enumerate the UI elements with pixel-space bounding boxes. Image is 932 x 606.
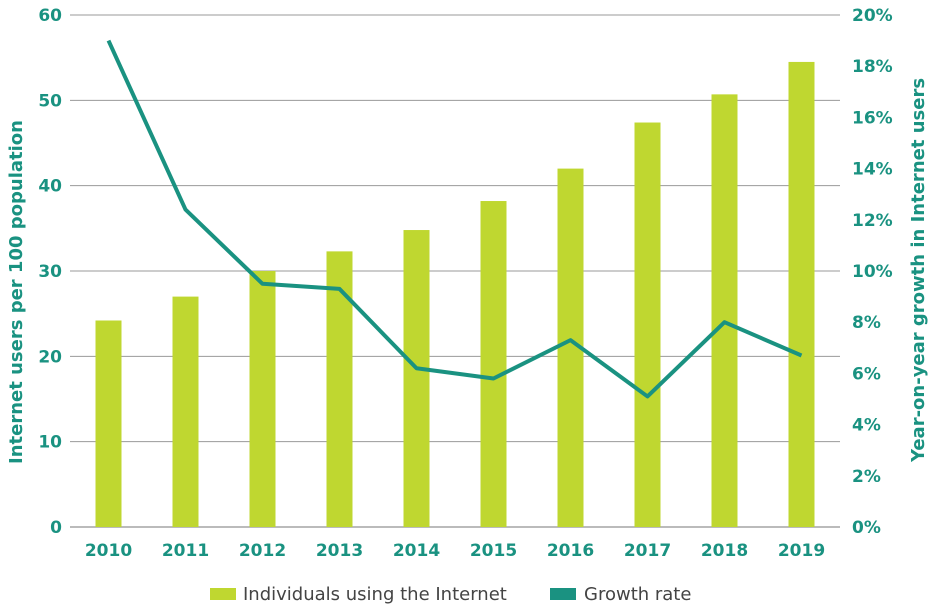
left-tick-label: 20 (38, 347, 62, 367)
right-tick-label: 14% (852, 160, 893, 180)
bar-series (95, 61, 815, 528)
x-tick-label: 2014 (393, 541, 440, 561)
x-tick-label: 2011 (162, 541, 209, 561)
left-tick-label: 0 (50, 518, 62, 538)
x-tick-label: 2013 (316, 541, 363, 561)
bar (711, 94, 738, 528)
x-axis-ticks: 2010 2011 2012 2013 2014 2015 2016 2017 2018 2019 (85, 541, 825, 561)
bar (249, 271, 276, 527)
right-tick-label: 6% (852, 364, 881, 384)
left-tick-label: 60 (38, 6, 62, 26)
bar (403, 230, 430, 528)
bar (326, 251, 353, 527)
right-tick-label: 16% (852, 108, 893, 128)
left-tick-label: 40 (38, 177, 62, 197)
x-tick-label: 2019 (778, 541, 825, 561)
right-axis-ticks: 0% 2% 4% 6% 8% 10% 12% 14% 16% 18% 20% (852, 6, 893, 538)
line-series (106, 39, 803, 399)
right-tick-label: 8% (852, 313, 881, 333)
x-tick-label: 2010 (85, 541, 132, 561)
legend-label-bars: Individuals using the Internet (243, 584, 507, 605)
right-tick-label: 20% (852, 6, 893, 26)
left-tick-label: 50 (38, 91, 62, 111)
right-axis-title: Year-on-year growth in Internet users (908, 78, 929, 463)
right-tick-label: 4% (852, 416, 881, 436)
bar (634, 122, 661, 528)
x-tick-label: 2015 (470, 541, 517, 561)
legend: Individuals using the Internet Growth ra… (210, 584, 691, 605)
legend-label-line: Growth rate (584, 584, 691, 605)
right-tick-label: 2% (852, 467, 881, 487)
x-tick-label: 2012 (239, 541, 286, 561)
bar (172, 296, 199, 527)
bar (788, 61, 815, 527)
left-tick-label: 30 (38, 262, 62, 282)
x-tick-label: 2016 (547, 541, 594, 561)
legend-swatch-line (550, 588, 576, 600)
right-tick-label: 12% (852, 211, 893, 231)
bar (95, 320, 122, 527)
left-axis-ticks: 0 10 20 30 40 50 60 (38, 6, 62, 538)
x-tick-label: 2017 (624, 541, 671, 561)
right-tick-label: 18% (852, 57, 893, 77)
bar (480, 201, 507, 527)
x-tick-label: 2018 (701, 541, 748, 561)
growth-line (106, 39, 803, 399)
right-tick-label: 0% (852, 518, 881, 538)
left-axis-title: Internet users per 100 population (6, 120, 27, 464)
right-tick-label: 10% (852, 262, 893, 282)
legend-swatch-bars (210, 588, 236, 600)
left-tick-label: 10 (38, 433, 62, 453)
